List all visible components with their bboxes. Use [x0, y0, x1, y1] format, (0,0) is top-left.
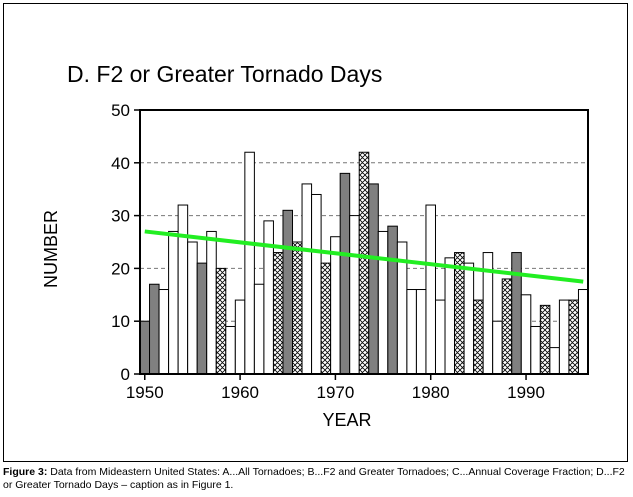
x-tick-label: 1970 [316, 383, 354, 402]
y-axis-label: NUMBER [41, 210, 61, 288]
bar [434, 299, 446, 375]
bar [177, 204, 189, 375]
chart-title: D. F2 or Greater Tornado Days [67, 61, 382, 87]
bar [196, 262, 208, 375]
y-tick-label: 20 [111, 259, 130, 278]
bar [225, 325, 236, 375]
bar [139, 320, 151, 375]
y-tick-label: 40 [111, 154, 130, 173]
bar [425, 204, 436, 375]
bar [368, 183, 379, 375]
bar [558, 299, 570, 375]
x-axis-label: YEAR [322, 410, 371, 430]
bar [501, 278, 513, 375]
bar [206, 230, 217, 375]
bar [149, 283, 160, 375]
trend-line [144, 229, 584, 284]
x-tick-label: 1980 [412, 383, 450, 402]
bar [473, 299, 484, 375]
x-tick-label: 1990 [507, 383, 545, 402]
bar [377, 230, 389, 375]
y-tick-label: 50 [111, 101, 130, 120]
bar [282, 209, 294, 375]
chart: D. F2 or Greater Tornado Days 0 10 20 30 40 5… [41, 61, 589, 430]
bar [577, 289, 589, 375]
bar [292, 241, 303, 375]
bar [301, 183, 313, 375]
bar [406, 289, 417, 375]
bar [358, 151, 370, 375]
bar [568, 299, 579, 375]
y-tick-label: 30 [111, 207, 130, 226]
bar [511, 252, 522, 375]
caption-label: Figure 3: [3, 466, 48, 478]
y-tick-label: 10 [111, 312, 130, 331]
bar [454, 252, 465, 375]
bars [139, 151, 589, 375]
bar [549, 347, 560, 375]
bar [253, 283, 265, 375]
bar [349, 215, 360, 375]
y-axis: 0 10 20 30 40 50 [111, 101, 140, 384]
bar [387, 225, 398, 375]
bar [520, 294, 532, 375]
bar [272, 252, 284, 375]
x-axis: 1950 1960 1970 1980 1990 [126, 374, 545, 402]
bar [244, 151, 255, 375]
bar [330, 236, 341, 375]
bar [463, 262, 475, 375]
bar [311, 193, 322, 375]
x-tick-label: 1950 [126, 383, 164, 402]
x-tick-label: 1960 [221, 383, 259, 402]
plot-area [139, 109, 589, 375]
bar [215, 267, 227, 375]
bar [158, 289, 170, 375]
bar [530, 325, 541, 375]
bar [187, 241, 198, 375]
figure-caption: Figure 3: Data from Mideastern United St… [3, 466, 629, 492]
bar [539, 304, 551, 375]
bar [234, 299, 246, 375]
bar [339, 172, 351, 375]
caption-text: Data from Mideastern United States: A...… [3, 466, 625, 491]
y-tick-label: 0 [121, 365, 130, 384]
bar [444, 257, 456, 375]
bar [415, 289, 427, 375]
bar [320, 262, 332, 375]
bar [492, 320, 503, 375]
bar [168, 230, 179, 375]
